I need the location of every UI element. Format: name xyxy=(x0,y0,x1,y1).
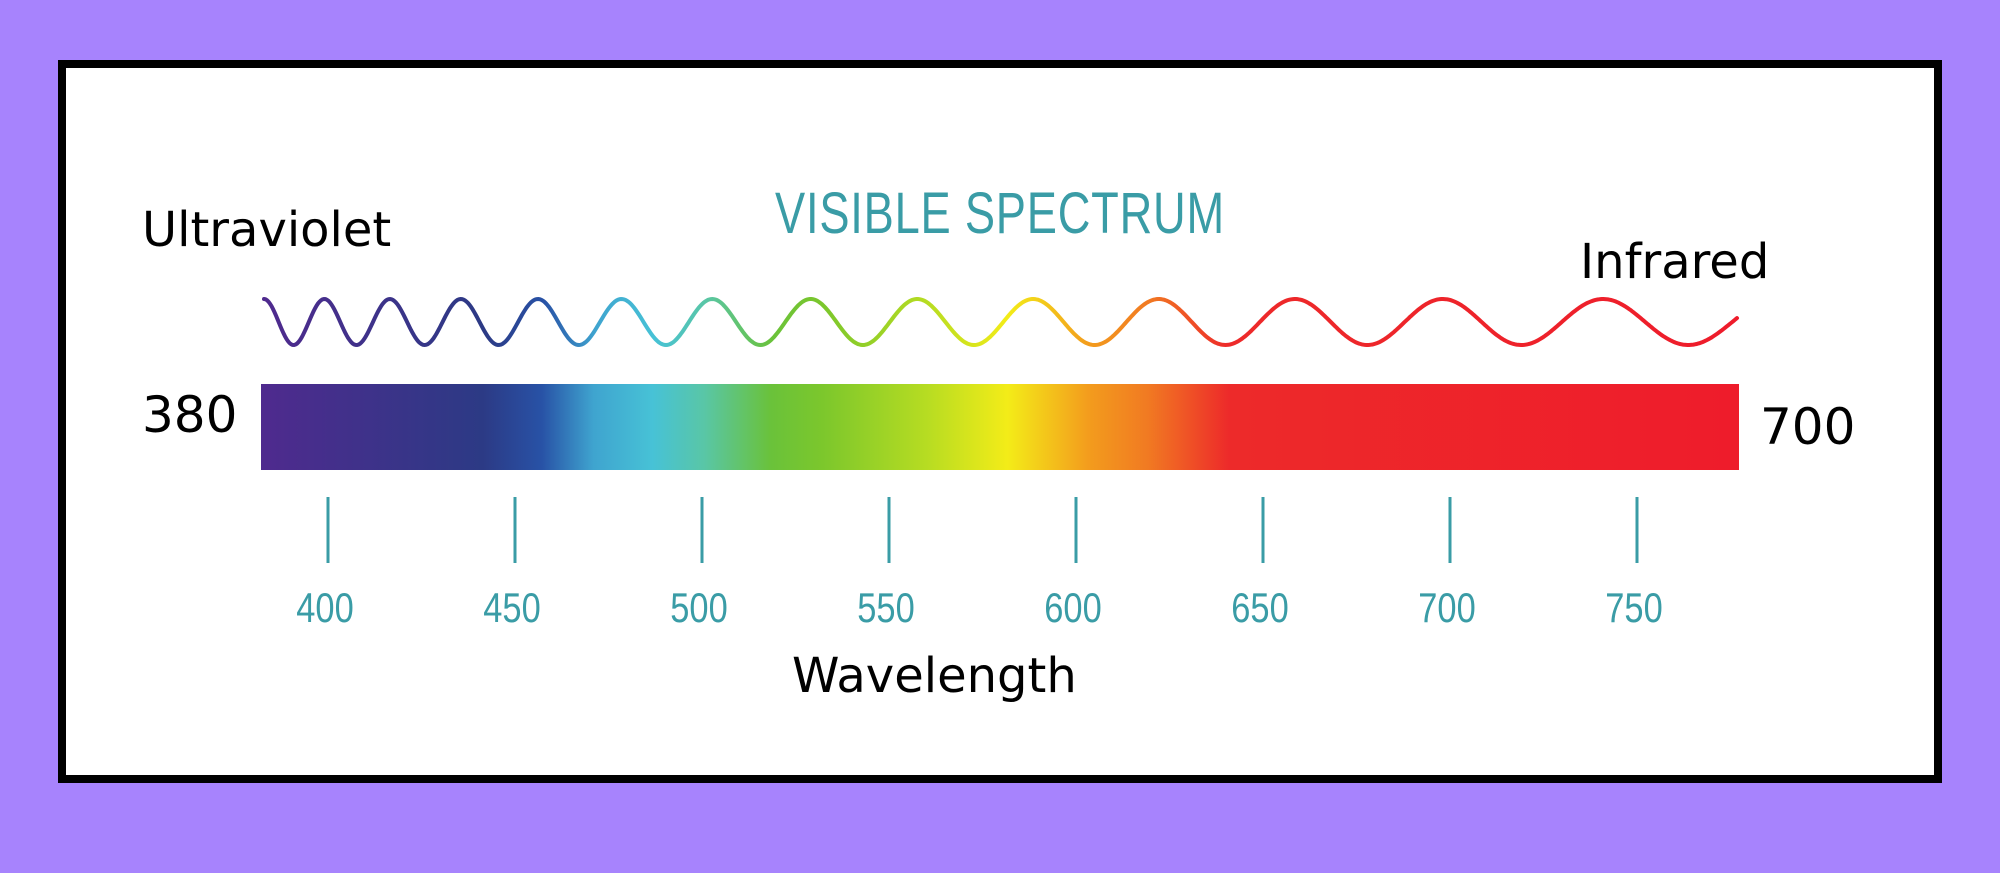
wavelength-axis-label: Wavelength xyxy=(792,648,1077,704)
tick-label: 550 xyxy=(857,585,914,632)
range-max-label: 700 xyxy=(1760,398,1856,456)
infrared-label: Infrared xyxy=(1580,234,1770,290)
spectrum-bar xyxy=(261,384,1739,470)
tick-label: 750 xyxy=(1605,585,1662,632)
diagram-title: VISIBLE SPECTRUM xyxy=(775,181,1225,246)
tick-label: 500 xyxy=(670,585,727,632)
tick-label: 400 xyxy=(296,585,353,632)
tick-label: 600 xyxy=(1044,585,1101,632)
ultraviolet-label: Ultraviolet xyxy=(142,202,392,258)
wave-line xyxy=(262,296,1739,348)
range-min-label: 380 xyxy=(142,386,238,444)
tick-marks: 400 450 500 550 600 650 700 750 xyxy=(296,497,1663,632)
tick-label: 700 xyxy=(1418,585,1475,632)
tick-label: 450 xyxy=(483,585,540,632)
tick-label: 650 xyxy=(1231,585,1288,632)
